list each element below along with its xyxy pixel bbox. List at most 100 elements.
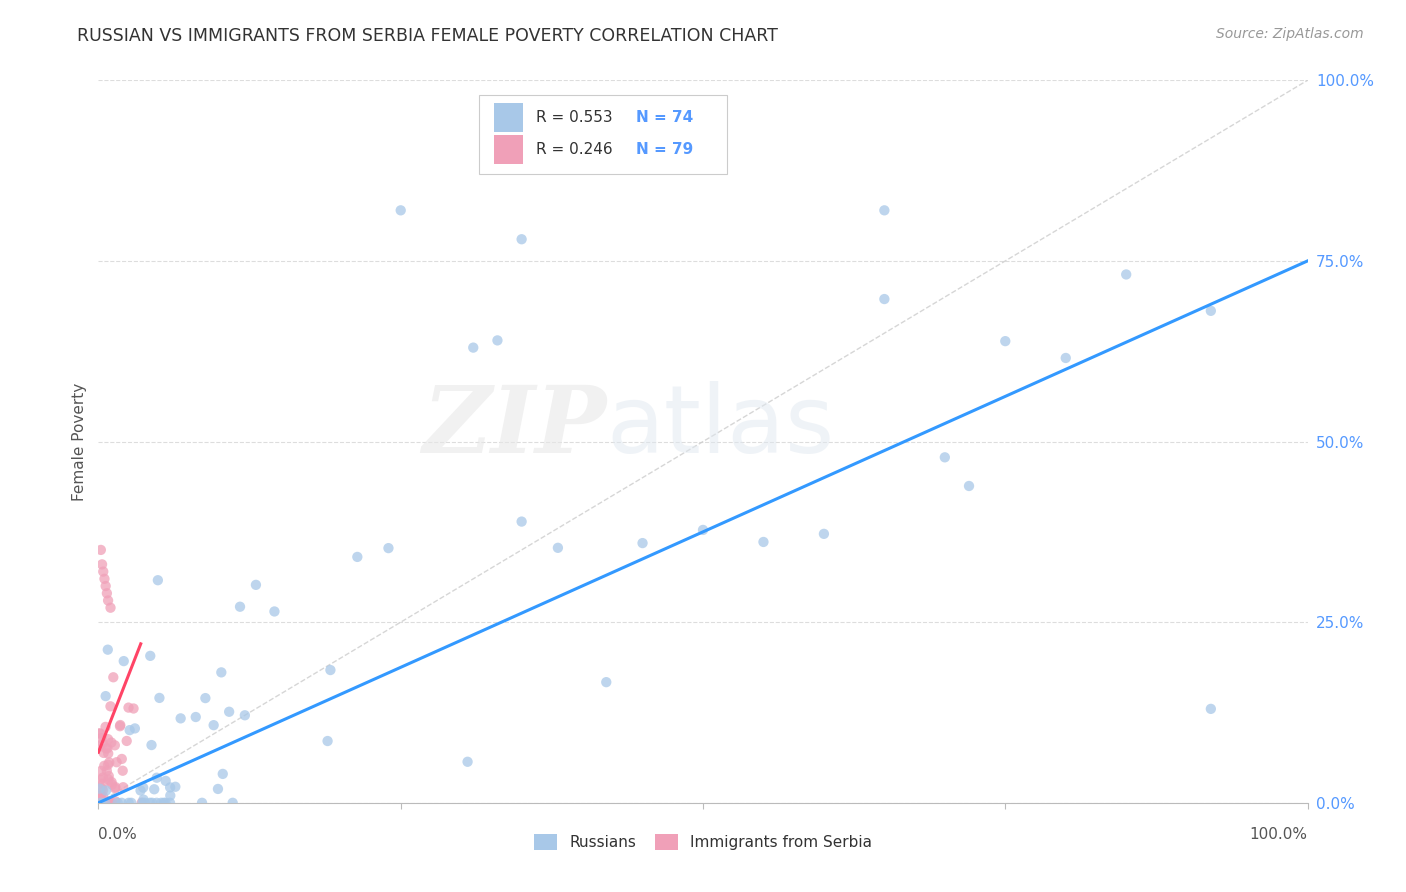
- Point: [89, 796, 111, 810]
- Point: [132, 792, 155, 806]
- Point: [94, 741, 117, 756]
- Point: [96, 741, 118, 756]
- Point: [94, 579, 117, 593]
- Point: [110, 718, 132, 732]
- Point: [120, 796, 142, 810]
- Point: [90, 781, 112, 796]
- Point: [211, 767, 233, 781]
- Point: [139, 648, 162, 663]
- Point: [159, 780, 181, 795]
- Point: [101, 796, 124, 810]
- Point: [510, 515, 533, 529]
- Point: [1199, 702, 1222, 716]
- Point: [107, 796, 129, 810]
- Point: [89, 792, 111, 806]
- Point: [93, 746, 115, 760]
- Point: [1199, 303, 1222, 318]
- Point: [134, 796, 156, 810]
- Point: [93, 759, 115, 773]
- Point: [108, 719, 131, 733]
- Point: [89, 781, 111, 796]
- Point: [118, 723, 141, 738]
- Point: [97, 769, 120, 783]
- Point: [752, 535, 775, 549]
- Point: [209, 665, 232, 680]
- Point: [87, 796, 110, 810]
- Point: [94, 796, 117, 810]
- Point: [100, 775, 122, 789]
- Point: [245, 578, 267, 592]
- Point: [89, 726, 111, 740]
- Point: [87, 796, 110, 810]
- Point: [94, 796, 117, 810]
- Point: [112, 654, 135, 668]
- Point: [547, 541, 569, 555]
- Point: [91, 736, 114, 750]
- Point: [89, 796, 111, 810]
- Point: [89, 789, 111, 803]
- Text: N = 79: N = 79: [637, 142, 693, 157]
- Point: [131, 796, 153, 810]
- Point: [263, 605, 285, 619]
- Point: [218, 705, 240, 719]
- Point: [97, 642, 120, 657]
- Point: [994, 334, 1017, 348]
- Point: [91, 558, 114, 572]
- Text: R = 0.246: R = 0.246: [536, 142, 613, 157]
- Point: [96, 796, 118, 810]
- Text: Source: ZipAtlas.com: Source: ZipAtlas.com: [1216, 27, 1364, 41]
- Point: [90, 796, 112, 810]
- Point: [191, 796, 214, 810]
- Text: 0.0%: 0.0%: [98, 827, 138, 842]
- Point: [957, 479, 980, 493]
- Point: [91, 777, 114, 791]
- FancyBboxPatch shape: [494, 136, 523, 164]
- Point: [169, 711, 191, 725]
- Point: [111, 764, 134, 778]
- Point: [155, 773, 177, 788]
- Point: [98, 756, 121, 770]
- Point: [233, 708, 256, 723]
- Point: [90, 731, 112, 745]
- Point: [873, 292, 896, 306]
- Point: [132, 780, 155, 795]
- Point: [155, 796, 177, 810]
- Point: [194, 691, 217, 706]
- Point: [595, 675, 617, 690]
- Text: ZIP: ZIP: [422, 382, 606, 472]
- Text: R = 0.553: R = 0.553: [536, 110, 613, 125]
- Point: [97, 757, 120, 772]
- Point: [96, 796, 118, 810]
- Legend: Russians, Immigrants from Serbia: Russians, Immigrants from Serbia: [529, 829, 877, 856]
- Point: [117, 700, 139, 714]
- Point: [105, 756, 128, 770]
- Point: [148, 690, 170, 705]
- Point: [97, 747, 120, 761]
- Point: [97, 593, 120, 607]
- Point: [159, 796, 181, 810]
- Point: [103, 670, 125, 684]
- Point: [90, 542, 112, 557]
- Point: [98, 796, 121, 810]
- Point: [91, 789, 114, 804]
- Point: [112, 780, 135, 795]
- Point: [111, 752, 134, 766]
- Point: [93, 796, 115, 810]
- Point: [97, 772, 120, 787]
- Point: [934, 450, 956, 465]
- Point: [221, 796, 243, 810]
- Point: [207, 781, 229, 796]
- Point: [150, 796, 173, 810]
- Point: [93, 796, 115, 810]
- Point: [91, 796, 114, 810]
- Point: [1054, 351, 1077, 365]
- Point: [115, 734, 138, 748]
- Point: [129, 783, 152, 797]
- Point: [104, 739, 127, 753]
- Point: [146, 573, 169, 587]
- Point: [101, 778, 124, 792]
- Point: [143, 782, 166, 797]
- FancyBboxPatch shape: [494, 103, 523, 132]
- Point: [90, 796, 112, 810]
- Point: [91, 783, 114, 797]
